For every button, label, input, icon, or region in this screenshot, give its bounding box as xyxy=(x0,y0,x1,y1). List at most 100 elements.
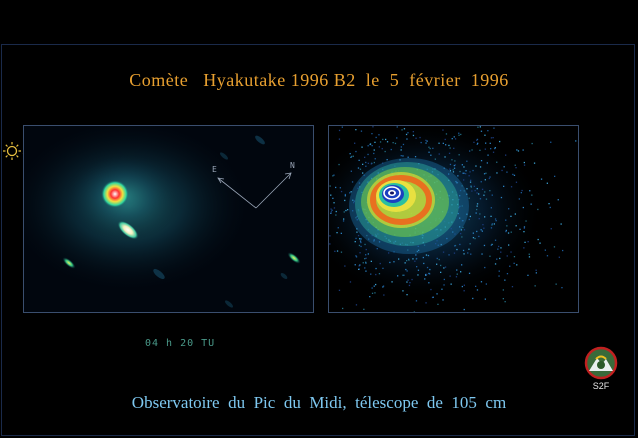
noise-speck xyxy=(444,156,446,158)
noise-speck xyxy=(505,219,507,221)
noise-speck xyxy=(473,185,475,187)
noise-speck xyxy=(505,230,507,233)
noise-speck xyxy=(456,273,458,275)
noise-speck xyxy=(355,150,357,153)
noise-speck xyxy=(373,285,375,287)
noise-speck xyxy=(475,285,477,287)
noise-speck xyxy=(368,238,370,240)
noise-speck xyxy=(335,210,337,213)
noise-speck xyxy=(400,146,402,148)
noise-speck xyxy=(502,289,504,291)
noise-speck xyxy=(349,153,351,155)
noise-speck xyxy=(489,255,491,257)
noise-speck xyxy=(356,231,358,233)
noise-speck xyxy=(357,167,360,169)
noise-speck xyxy=(491,224,493,226)
noise-speck xyxy=(421,237,424,239)
noise-speck xyxy=(352,210,354,212)
noise-speck xyxy=(475,212,477,214)
noise-speck xyxy=(330,208,332,210)
noise-speck xyxy=(537,238,539,241)
noise-speck xyxy=(399,243,401,245)
noise-speck xyxy=(406,270,408,272)
noise-speck xyxy=(401,242,403,244)
noise-speck xyxy=(347,209,349,211)
noise-speck xyxy=(490,227,493,229)
noise-speck xyxy=(477,142,479,144)
noise-speck xyxy=(472,169,474,172)
noise-speck xyxy=(553,246,556,248)
noise-speck xyxy=(359,186,361,188)
noise-speck xyxy=(463,308,465,311)
noise-speck xyxy=(414,156,417,158)
noise-speck xyxy=(514,164,516,166)
noise-speck xyxy=(330,211,332,213)
noise-speck xyxy=(398,258,400,260)
noise-speck xyxy=(478,218,480,220)
noise-speck xyxy=(480,181,482,183)
noise-speck xyxy=(540,178,543,180)
noise-speck xyxy=(528,256,531,258)
noise-speck xyxy=(425,274,427,276)
noise-speck xyxy=(467,252,469,254)
noise-speck xyxy=(379,141,382,143)
noise-speck xyxy=(410,241,412,244)
noise-speck xyxy=(575,140,577,142)
noise-speck xyxy=(337,227,339,229)
noise-speck xyxy=(342,307,344,310)
noise-speck xyxy=(425,273,427,276)
noise-speck xyxy=(338,129,341,132)
noise-speck xyxy=(393,242,395,244)
noise-speck xyxy=(448,152,451,154)
noise-speck xyxy=(343,211,345,213)
noise-speck xyxy=(507,232,510,234)
noise-speck xyxy=(360,241,362,244)
noise-speck xyxy=(432,147,434,149)
noise-speck xyxy=(391,281,393,283)
noise-speck xyxy=(429,147,431,150)
noise-speck xyxy=(484,266,486,269)
observation-time: 04 h 20 TU xyxy=(145,338,216,349)
noise-speck xyxy=(378,146,380,148)
noise-speck xyxy=(342,220,345,222)
noise-speck xyxy=(331,209,333,211)
noise-speck xyxy=(522,149,524,151)
noise-speck xyxy=(406,138,408,140)
noise-speck xyxy=(404,262,406,264)
noise-speck xyxy=(430,288,432,291)
noise-speck xyxy=(356,215,358,218)
noise-speck xyxy=(506,273,509,275)
noise-speck xyxy=(527,241,529,243)
noise-speck xyxy=(374,141,376,143)
noise-speck xyxy=(382,285,385,287)
noise-speck xyxy=(449,163,452,166)
noise-speck xyxy=(423,262,425,265)
noise-speck xyxy=(535,269,537,271)
noise-speck xyxy=(417,274,419,276)
noise-speck xyxy=(378,241,381,243)
noise-speck xyxy=(437,303,439,305)
noise-speck xyxy=(336,250,339,252)
noise-speck xyxy=(463,253,465,255)
noise-speck xyxy=(463,284,465,286)
noise-speck xyxy=(500,196,503,199)
noise-speck xyxy=(355,255,357,257)
noise-speck xyxy=(377,229,379,231)
noise-speck xyxy=(357,187,359,189)
noise-speck xyxy=(422,235,424,237)
noise-speck xyxy=(463,166,465,168)
noise-speck xyxy=(426,140,428,142)
noise-speck xyxy=(486,162,488,164)
noise-speck xyxy=(469,171,471,173)
noise-speck xyxy=(358,182,361,184)
noise-speck xyxy=(421,234,423,236)
noise-speck xyxy=(448,144,450,147)
noise-speck xyxy=(367,162,369,164)
noise-speck xyxy=(403,274,405,276)
noise-speck xyxy=(465,170,467,172)
noise-speck xyxy=(544,249,546,251)
noise-speck xyxy=(390,148,392,151)
noise-speck xyxy=(452,171,455,173)
noise-speck xyxy=(468,197,470,199)
noise-speck xyxy=(417,245,419,247)
